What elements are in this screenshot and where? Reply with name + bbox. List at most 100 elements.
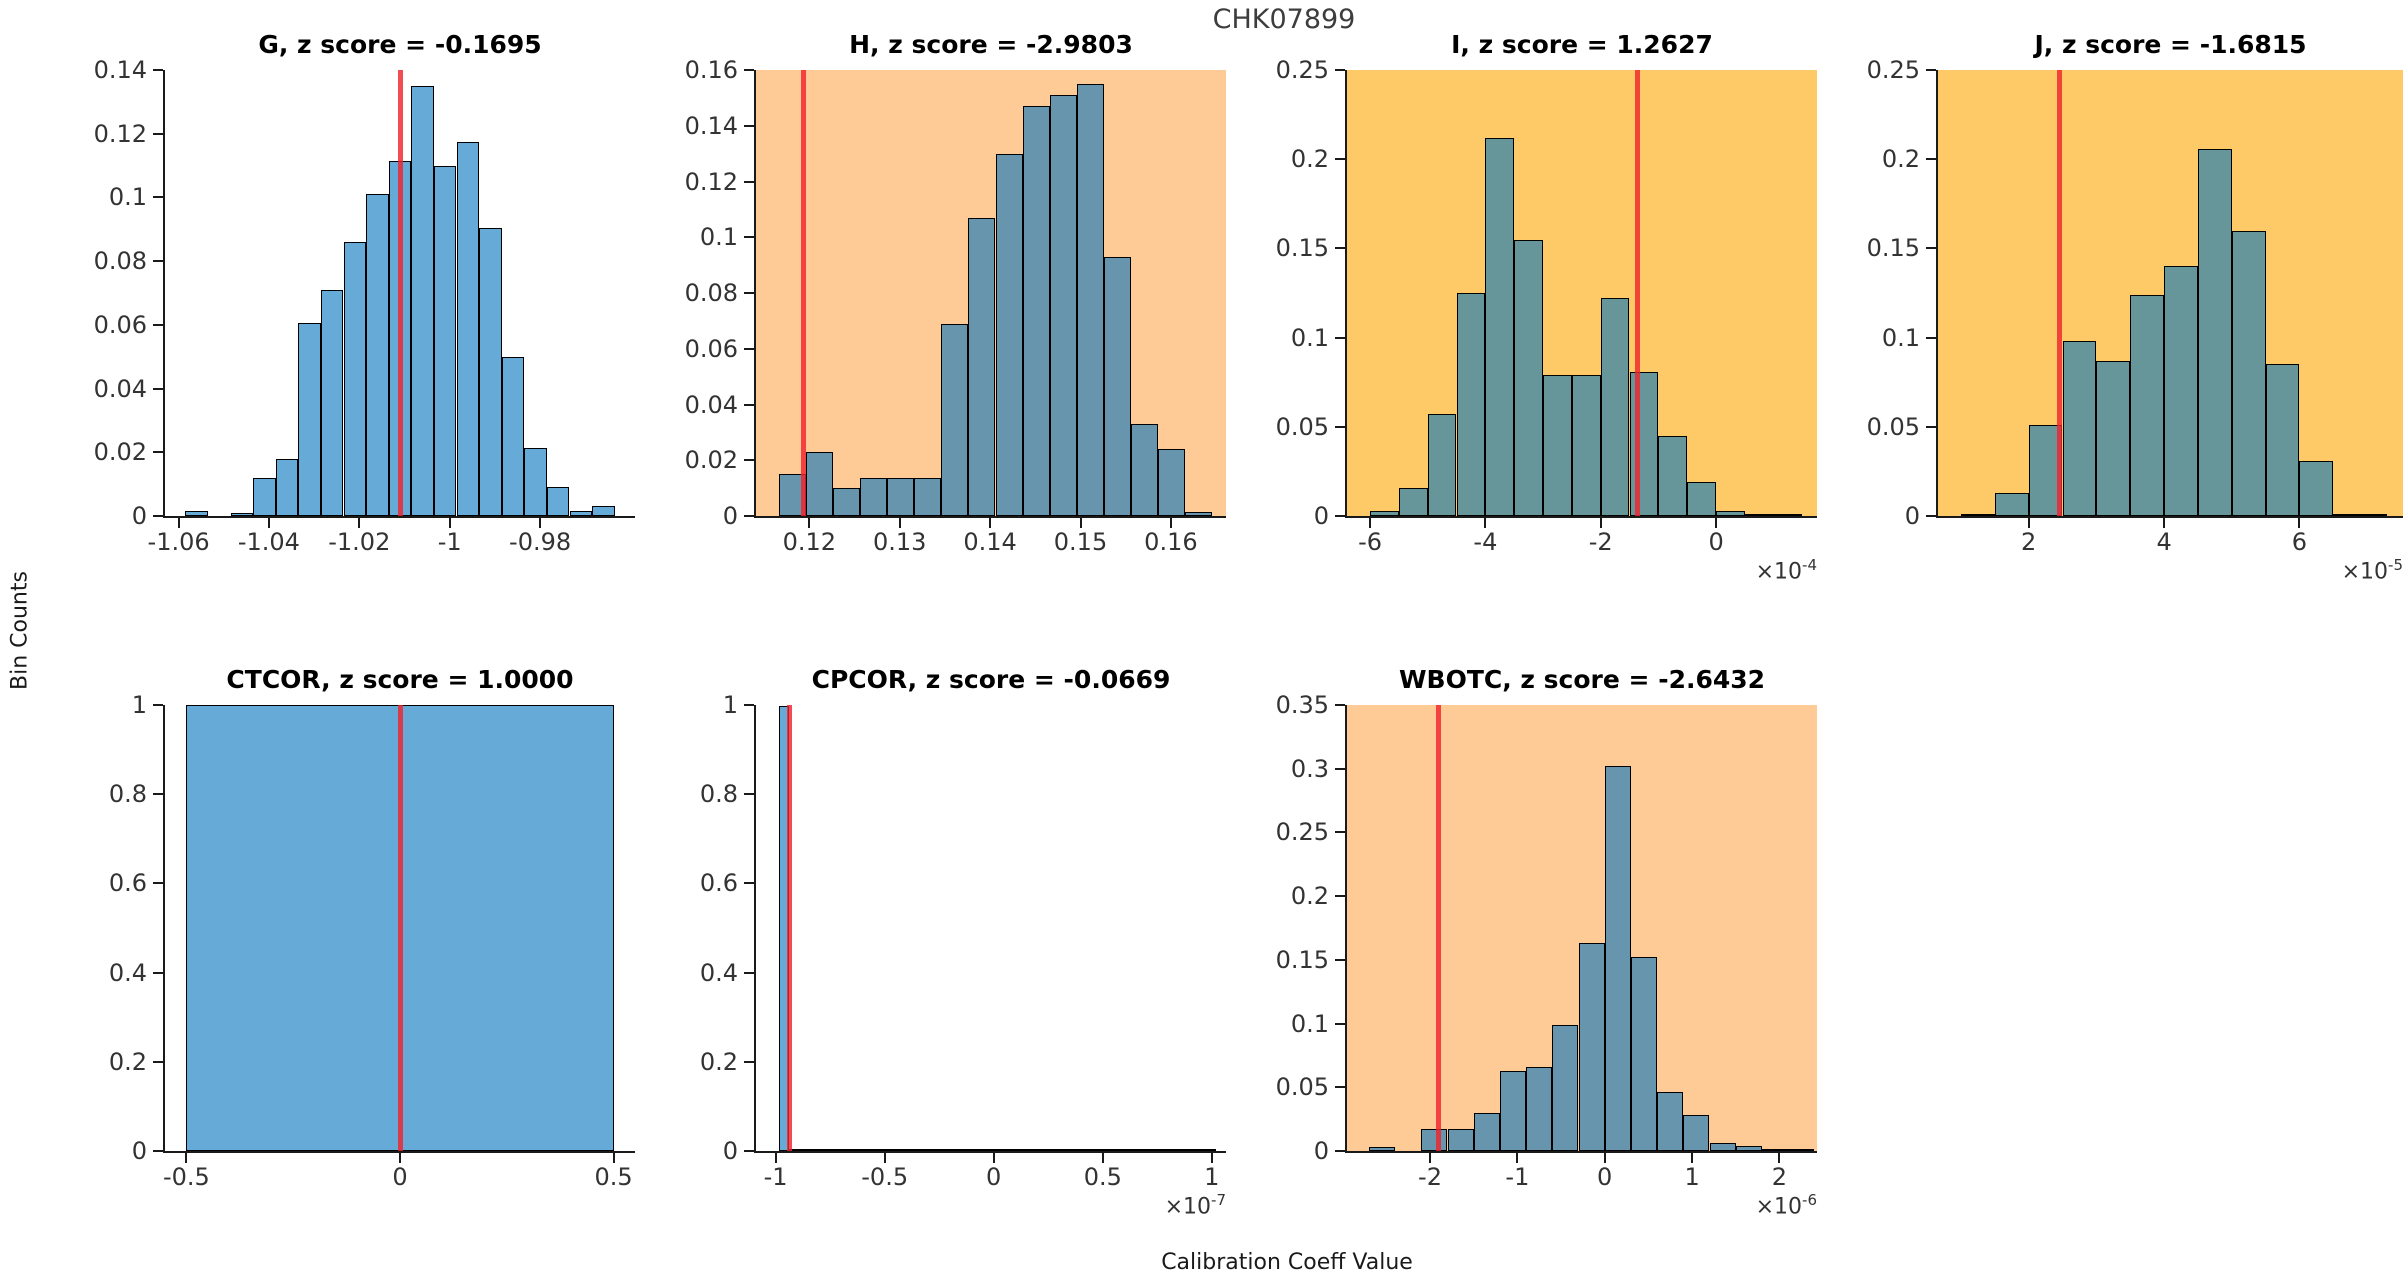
histogram-bar [320,289,344,516]
histogram-bar [1709,1143,1736,1151]
y-tick-mark [1926,425,1936,428]
x-tick-label: 0.14 [963,528,1017,556]
histogram-bar [859,478,887,516]
histogram-bar [1473,1112,1500,1151]
histogram-bar [1076,83,1104,516]
histogram-bar [298,323,321,516]
histogram-bar [914,478,942,516]
plot-area-CTCOR [163,705,635,1153]
x-tick-mark [185,1153,188,1163]
histogram-bar [2096,360,2131,516]
histogram-bar [1370,510,1399,516]
histogram-bar [1744,514,1774,516]
y-tick-label: 0 [722,502,738,530]
y-tick-mark [1335,158,1345,161]
histogram-bar [1526,1066,1553,1151]
x-tick-mark [177,518,180,528]
x-tick-mark [1429,1153,1431,1163]
histogram-bar [1196,1149,1217,1151]
histogram-bar [388,160,412,516]
histogram-bar [253,477,276,516]
plot-area-G [163,70,635,518]
x-tick-mark [448,518,451,528]
histogram-bar [1447,1129,1474,1151]
histogram-bar [1104,256,1132,516]
y-tick-mark [744,1060,754,1063]
histogram-bar [1131,424,1159,516]
x-tick-label: 0.15 [1053,528,1108,556]
x-tick-mark [2163,518,2166,528]
subplot-title-CTCOR: CTCOR, z score = 1.0000 [226,665,574,694]
observed-value-line [1436,705,1442,1151]
y-tick-mark [153,793,163,796]
histogram-bar [1604,766,1631,1151]
x-tick-label: 6 [2291,528,2308,556]
observed-value-line [397,70,403,516]
y-tick-mark [153,196,163,199]
y-tick-mark [1926,247,1936,250]
y-tick-mark [744,459,754,462]
y-tick-mark [153,387,163,390]
histogram-bar [524,447,547,516]
x-tick-label: 0.13 [872,528,927,556]
x-tick-label: -1.06 [147,528,210,556]
histogram-bar [1994,492,2029,516]
histogram-bar [1788,1149,1815,1151]
x-tick-label: -1.04 [237,528,300,556]
x-tick-label: 2 [2021,528,2037,556]
histogram-bar [1185,511,1213,516]
plot-area-J [1936,70,2403,518]
y-axis-label: Bin Counts [7,571,33,690]
y-tick-label: 0.6 [108,869,147,898]
x-tick-mark [1484,518,1487,528]
y-tick-label: 0.2 [699,1047,738,1076]
x-tick-mark [1101,1153,1104,1163]
subplot-title-WBOTC: WBOTC, z score = -2.6432 [1398,665,1766,694]
histogram-bar [1456,293,1486,516]
plot-area-WBOTC [1345,705,1817,1153]
y-tick-label: 0.16 [684,56,738,84]
histogram-bar [456,141,480,516]
observed-value-line [787,705,793,1151]
histogram-bar [2028,425,2063,516]
y-tick-label: 0 [722,1137,738,1165]
histogram-bar [778,474,806,516]
y-tick-mark [1335,1086,1345,1089]
x-tick-mark [898,518,901,528]
histogram-bar [1368,1147,1395,1151]
y-tick-mark [744,69,754,71]
histogram-bar [479,227,502,516]
y-tick-mark [153,260,163,263]
y-tick-mark [1335,704,1345,706]
x-tick-mark [1599,518,1602,528]
x-tick-mark [1691,1153,1694,1163]
histogram-bar [433,165,457,516]
y-tick-label: 0.2 [1290,882,1329,911]
x-tick-label: -1 [763,1163,788,1191]
histogram-bar [2367,514,2388,516]
histogram-bar [1421,1129,1448,1151]
y-tick-mark [744,515,754,517]
histogram-bar [1600,298,1630,516]
histogram-bar [832,488,860,516]
y-tick-label: 0.25 [1275,818,1329,847]
y-tick-label: 1 [722,691,738,719]
observed-value-line [2056,70,2062,516]
y-tick-label: 0.12 [684,167,738,196]
y-tick-mark [1335,515,1345,517]
y-tick-mark [1335,958,1345,961]
y-tick-label: 0.4 [108,958,147,987]
y-tick-mark [153,323,163,326]
y-tick-label: 0 [131,502,147,530]
histogram-bar [2062,341,2097,516]
x-tick-label: -6 [1358,528,1383,556]
y-tick-label: 0.06 [684,334,738,363]
histogram-bar [1158,449,1186,516]
x-tick-mark [399,1153,401,1163]
x-tick-mark [989,518,992,528]
x-tick-label: -0.5 [162,1163,210,1191]
y-tick-label: 0.8 [699,780,738,809]
